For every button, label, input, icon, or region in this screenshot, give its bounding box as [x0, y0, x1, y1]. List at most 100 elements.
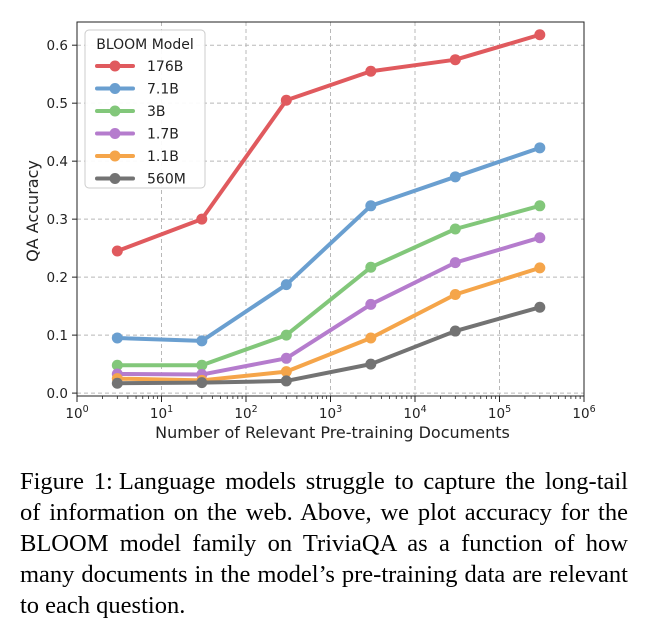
data-point — [280, 279, 292, 291]
x-tick-label: 104 — [403, 404, 426, 422]
data-point — [111, 377, 123, 389]
x-tick-label: 101 — [150, 404, 173, 422]
data-point — [534, 301, 546, 313]
data-point — [196, 359, 208, 371]
data-point — [534, 232, 546, 244]
series-line — [115, 32, 542, 254]
legend-item: 3B — [95, 104, 166, 120]
caption-label: Figure 1: — [20, 468, 113, 495]
x-tick-exponent: 4 — [421, 404, 427, 415]
y-tick-label: 0.3 — [47, 212, 68, 228]
legend-item: 560M — [95, 172, 186, 188]
x-tick-base: 10 — [150, 406, 167, 422]
x-tick-exponent: 2 — [252, 404, 258, 415]
series-line — [115, 305, 542, 386]
x-axis-label: Number of Relevant Pre-training Document… — [155, 423, 510, 442]
data-point — [365, 65, 377, 77]
legend: BLOOM Model 176B 7.1B 3B 1.7B 1.1B 560M — [84, 29, 206, 189]
data-point — [111, 359, 123, 371]
data-point — [365, 261, 377, 273]
data-point — [534, 200, 546, 212]
data-point — [196, 213, 208, 225]
series-3b — [111, 200, 546, 371]
figure: 0.0 0.1 0.2 0.3 0.4 0.5 0.6 100 101 102 103 104 105 1… — [23, 21, 596, 442]
y-tick-label: 0.1 — [47, 328, 68, 344]
x-tick-label: 102 — [234, 404, 257, 422]
data-point — [449, 54, 461, 66]
x-tick-label: 100 — [65, 404, 88, 422]
data-point — [449, 171, 461, 183]
legend-title: BLOOM Model — [96, 37, 194, 53]
series-line — [115, 235, 542, 377]
x-tick-base: 10 — [488, 406, 505, 422]
data-point — [534, 262, 546, 274]
data-point — [280, 329, 292, 341]
data-point — [365, 332, 377, 344]
data-point — [534, 29, 546, 41]
y-tick-label: 0.2 — [47, 270, 68, 286]
legend-item: 1.1B — [95, 149, 179, 165]
figure-caption: Figure 1: Language models struggle to cap… — [20, 466, 628, 621]
y-tick-label: 0.5 — [47, 96, 68, 112]
series-1-1b — [111, 262, 546, 386]
x-tick-exponent: 1 — [167, 404, 173, 415]
x-tick-label: 105 — [488, 404, 511, 422]
series-7-1b — [111, 142, 546, 347]
legend-item: 1.7B — [95, 127, 179, 143]
legend-label: 1.1B — [147, 149, 179, 165]
series-lines — [111, 29, 546, 389]
y-tick-label: 0.4 — [47, 154, 68, 170]
data-point — [280, 94, 292, 106]
x-tick-label: 103 — [319, 404, 342, 422]
series-line — [115, 203, 542, 368]
data-point — [449, 325, 461, 337]
x-tick-exponent: 3 — [336, 404, 342, 415]
series-1-7b — [111, 232, 546, 381]
data-point — [365, 298, 377, 310]
x-tick-base: 10 — [65, 406, 82, 422]
data-point — [280, 352, 292, 364]
x-tick-base: 10 — [319, 406, 336, 422]
x-tick-base: 10 — [572, 406, 589, 422]
data-point — [196, 335, 208, 347]
legend-label: 7.1B — [147, 82, 179, 98]
legend-label: 3B — [147, 104, 166, 120]
series-560m — [111, 301, 546, 389]
caption-text: Language models struggle to capture the … — [20, 468, 628, 619]
data-point — [449, 257, 461, 269]
legend-item: 176B — [95, 59, 183, 75]
x-tick-base: 10 — [234, 406, 251, 422]
y-tick-label: 0.6 — [47, 38, 68, 54]
data-point — [365, 200, 377, 212]
legend-swatch-marker — [109, 83, 121, 94]
data-point — [280, 375, 292, 387]
legend-label: 176B — [147, 59, 183, 75]
data-point — [196, 377, 208, 389]
x-tick-label: 106 — [572, 404, 595, 422]
y-axis-label: QA Accuracy — [23, 160, 42, 262]
series-line — [115, 145, 542, 343]
x-tick-exponent: 0 — [83, 404, 89, 415]
legend-swatch-marker — [109, 173, 121, 184]
legend-swatch-marker — [109, 105, 121, 117]
data-point — [111, 245, 123, 257]
data-point — [449, 289, 461, 301]
series-line — [115, 265, 542, 383]
legend-label: 1.7B — [147, 127, 179, 143]
legend-item: 7.1B — [95, 82, 179, 98]
series-176b — [111, 29, 546, 257]
y-tick-label: 0.0 — [47, 386, 68, 402]
data-point — [280, 366, 292, 378]
data-point — [111, 332, 123, 344]
x-tick-exponent: 6 — [590, 404, 596, 415]
data-point — [534, 142, 546, 154]
x-tick-base: 10 — [403, 406, 420, 422]
x-tick-exponent: 5 — [505, 404, 511, 415]
legend-swatch-marker — [109, 60, 121, 72]
legend-label: 560M — [147, 172, 186, 188]
data-point — [449, 223, 461, 235]
data-point — [365, 358, 377, 370]
legend-swatch-marker — [109, 128, 121, 139]
